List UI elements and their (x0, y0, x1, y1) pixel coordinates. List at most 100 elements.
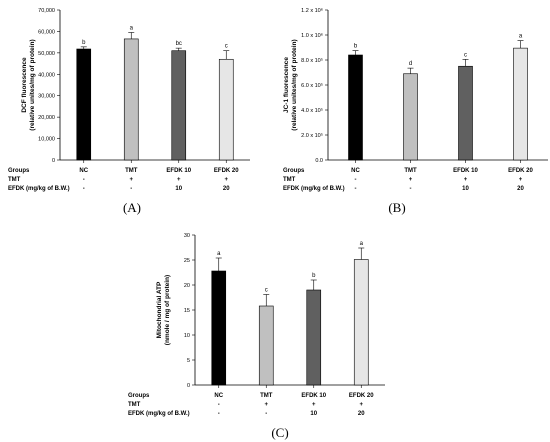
y-tick-label: 15 (184, 308, 190, 314)
table-row-label: TMT (8, 177, 21, 183)
table-row-label: TMT (128, 402, 141, 408)
chart-panel-a: 0 10,000 20,000 30,000 40,000 50,000 60,000 70,… (8, 8, 250, 215)
table-cell: + (177, 177, 181, 183)
table-cell: EFDK 10 (301, 393, 326, 399)
bar (306, 289, 322, 386)
table-cell: 20 (223, 186, 230, 192)
table-cell: NC (351, 168, 360, 174)
table-cell: NC (214, 393, 223, 399)
table-cell: - (218, 411, 220, 417)
y-tick-label: 60,000 (38, 29, 55, 35)
panel-label: (C) (271, 425, 288, 440)
bar (123, 38, 139, 161)
table-row-label: EFDK (mg/kg of B.W.) (128, 411, 190, 417)
table-row-label: EFDK (mg/kg of B.W.) (8, 186, 70, 192)
table-cell: - (218, 402, 220, 408)
bar (171, 50, 187, 161)
y-tick-label: 10,000 (38, 137, 55, 143)
y-tick-label: 0.0 (315, 158, 323, 164)
y-tick-label: 4.0 x 10⁵ (301, 107, 323, 114)
y-axis-label: (relative unites/mg of protein) (291, 39, 298, 130)
significance-letter: a (130, 26, 134, 32)
table-cell: EFDK 10 (453, 168, 478, 174)
y-axis-label: JC-1 fluorescence (283, 57, 290, 113)
significance-letter: a (360, 241, 364, 247)
bar (353, 259, 369, 386)
table-cell: 10 (310, 411, 317, 417)
y-tick-label: 30 (184, 233, 190, 239)
significance-letter: a (217, 251, 221, 257)
y-axis-label: Mitochondrial ATP (156, 281, 163, 338)
significance-letter: b (312, 273, 316, 279)
y-tick-label: 40,000 (38, 72, 55, 78)
y-tick-label: 1.2 x 10⁶ (301, 7, 323, 14)
table-row-label: EFDK (mg/kg of B.W.) (283, 186, 345, 192)
chart-panel-b: 0.0 2.0 x 10⁵ 4.0 x 10⁵ 6.0 x 10⁵ 8.0 x 10⁵ 1… (283, 7, 548, 215)
table-cell: - (355, 186, 357, 192)
y-tick-label: 8.0 x 10⁵ (301, 57, 323, 64)
significance-letter: b (354, 44, 358, 50)
table-cell: - (130, 186, 132, 192)
significance-letter: b (82, 40, 86, 46)
y-tick-label: 50,000 (38, 51, 55, 57)
y-tick-label: 20,000 (38, 115, 55, 121)
y-tick-label: 1.0 x 10⁶ (301, 32, 323, 39)
table-cell: - (83, 177, 85, 183)
y-tick-label: 30,000 (38, 94, 55, 100)
bar (211, 270, 227, 386)
table-cell: EFDK 10 (166, 168, 191, 174)
table-cell: 10 (462, 186, 469, 192)
y-tick-label: 0 (52, 158, 55, 164)
panel-label: (B) (388, 200, 405, 215)
significance-letter: d (409, 61, 412, 67)
table-cell: + (264, 402, 268, 408)
y-tick-label: 0 (187, 383, 190, 389)
bar (218, 58, 234, 161)
table-cell: + (224, 177, 228, 183)
y-tick-label: 70,000 (38, 8, 55, 14)
bar (348, 54, 363, 161)
table-cell: NC (79, 168, 88, 174)
y-tick-label: 2.0 x 10⁵ (301, 132, 323, 139)
y-axis-label: DCF fluorescence (21, 57, 28, 113)
significance-letter: a (519, 34, 523, 40)
table-cell: - (355, 177, 357, 183)
bar (258, 305, 274, 386)
chart-panel-c: 0 5 10 15 20 25 30 Mitochondrial ATP (nmole / mg… (128, 233, 385, 440)
y-axis-label: (relative unites/mg of protein) (29, 39, 36, 130)
table-cell: 20 (358, 411, 365, 417)
table-cell: - (410, 186, 412, 192)
significance-letter: c (464, 52, 467, 58)
table-cell: + (519, 177, 523, 183)
bar (458, 65, 473, 161)
y-tick-label: 5 (187, 358, 190, 364)
table-cell: - (265, 411, 267, 417)
bar (513, 47, 528, 161)
table-cell: EFDK 20 (349, 393, 374, 399)
table-cell: 20 (517, 186, 524, 192)
table-cell: + (359, 402, 363, 408)
table-cell: 10 (175, 186, 182, 192)
table-cell: + (129, 177, 133, 183)
table-cell: TMT (260, 393, 273, 399)
table-cell: TMT (125, 168, 138, 174)
table-row-label: Groups (8, 168, 30, 174)
table-cell: TMT (404, 168, 417, 174)
y-tick-label: 10 (184, 333, 190, 339)
y-tick-label: 25 (184, 258, 190, 264)
table-row-label: TMT (283, 177, 296, 183)
y-axis-label: (nmole / mg of protein) (164, 275, 171, 345)
significance-letter: c (265, 288, 268, 294)
table-cell: + (464, 177, 468, 183)
table-cell: + (409, 177, 413, 183)
table-cell: - (83, 186, 85, 192)
table-row-label: Groups (283, 168, 305, 174)
bar (403, 73, 418, 161)
y-tick-label: 6.0 x 10⁵ (301, 82, 323, 89)
table-cell: EFDK 20 (508, 168, 533, 174)
table-row-label: Groups (128, 393, 150, 399)
table-cell: EFDK 20 (214, 168, 239, 174)
table-cell: + (312, 402, 316, 408)
bar (76, 48, 92, 161)
